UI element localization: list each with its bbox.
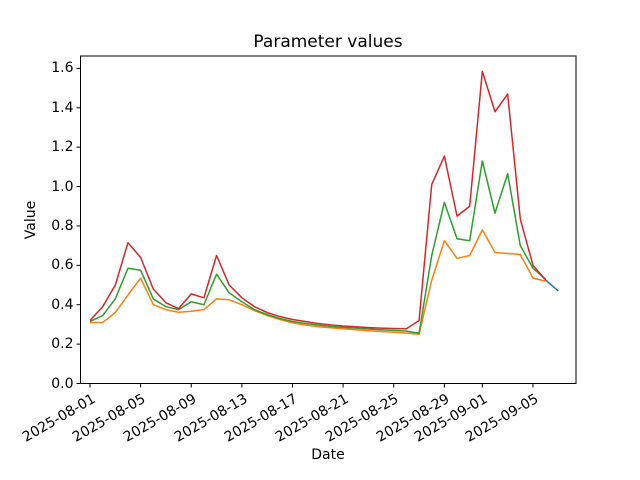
y-tick-label: 0.4 [51, 296, 74, 313]
y-tick-label: 1.4 [51, 99, 74, 116]
chart-title: Parameter values [253, 32, 403, 52]
y-tick-label: 0.6 [51, 257, 74, 274]
series-blue-line [545, 279, 559, 292]
series-green-line [89, 160, 547, 335]
x-axis-label: Date [311, 447, 345, 463]
y-tick-label: 0.0 [51, 375, 74, 392]
y-tick-label: 1.2 [51, 139, 74, 156]
y-tick-label: 1.6 [51, 60, 74, 77]
y-axis-label: Value [23, 200, 39, 240]
y-tick-label: 1.0 [51, 178, 74, 195]
plot-border [80, 55, 577, 384]
y-tick-label: 0.8 [51, 217, 74, 234]
y-tick-label: 0.2 [51, 336, 74, 353]
series-red-line [89, 70, 547, 330]
series-orange-line [89, 229, 546, 336]
